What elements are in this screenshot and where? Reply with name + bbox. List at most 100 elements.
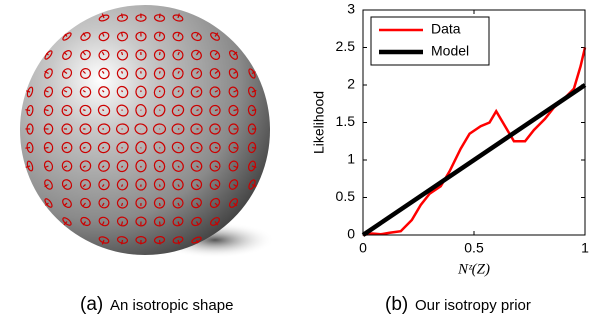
- glyph: [190, 123, 203, 135]
- glyph-stroke: [101, 165, 105, 168]
- glyph: [116, 67, 129, 80]
- glyph-stroke: [233, 109, 238, 112]
- glyph: [115, 123, 130, 135]
- glyph-stroke: [121, 13, 124, 19]
- glyph: [97, 123, 111, 135]
- glyph-stroke: [101, 184, 105, 188]
- glyph: [172, 86, 184, 98]
- glyph-stroke: [196, 165, 199, 168]
- glyph-stroke: [63, 109, 68, 112]
- glyph: [61, 68, 73, 79]
- glyph: [98, 178, 110, 191]
- glyph-stroke: [82, 89, 86, 93]
- glyph: [190, 67, 203, 80]
- caption-label: (b): [385, 294, 408, 315]
- glyph: [153, 159, 166, 173]
- glyph-stroke: [63, 70, 68, 74]
- glyph-stroke: [177, 221, 180, 226]
- glyph-stroke: [177, 13, 180, 19]
- glyph-stroke: [121, 202, 124, 207]
- glyph-stroke: [101, 70, 105, 74]
- glyph-stroke: [158, 165, 161, 168]
- caption-label: (a): [80, 294, 103, 315]
- glyph-stroke: [25, 109, 31, 112]
- glyph-stroke: [177, 70, 180, 74]
- glyph: [98, 197, 110, 209]
- glyph-stroke: [177, 202, 180, 207]
- glyph-stroke: [196, 184, 199, 188]
- glyph-stroke: [251, 183, 257, 188]
- glyph: [116, 85, 129, 99]
- glyph: [228, 123, 239, 135]
- glyph-stroke: [214, 70, 219, 74]
- glyph-stroke: [214, 51, 219, 56]
- glyph: [135, 140, 147, 155]
- glyph-stroke: [214, 221, 219, 226]
- glyph-stroke: [82, 146, 86, 149]
- glyph: [135, 67, 147, 80]
- glyph-stroke: [101, 32, 105, 37]
- x-tick-label: 0.5: [464, 240, 484, 256]
- glyph-stroke: [196, 89, 199, 93]
- chart: 0 0.5 1 1.5 2 2.5 3 0 0.5 1 Nᶻ(Z) Likelihood Data Mod…: [311, 1, 589, 278]
- glyph: [79, 141, 92, 154]
- glyph: [135, 159, 147, 173]
- glyph-stroke: [195, 32, 200, 37]
- glyph: [153, 67, 166, 80]
- glyph: [190, 141, 203, 154]
- glyph-stroke: [121, 184, 124, 187]
- glyph: [135, 31, 147, 42]
- glyph: [135, 178, 147, 191]
- glyph: [153, 85, 166, 99]
- glyph-stroke: [177, 239, 180, 245]
- glyph: [153, 178, 166, 191]
- y-tick-label: 3: [347, 1, 355, 17]
- glyph-stroke: [63, 51, 68, 56]
- glyph: [61, 86, 73, 98]
- glyph-stroke: [177, 51, 180, 56]
- glyph-stroke: [214, 32, 219, 37]
- y-tick-label: 1: [347, 151, 355, 167]
- glyph: [209, 123, 221, 135]
- glyph: [135, 197, 147, 209]
- glyph: [43, 123, 54, 135]
- glyph: [209, 141, 221, 154]
- glyph: [116, 31, 129, 42]
- glyph-stroke: [44, 70, 49, 75]
- glyph-stroke: [63, 165, 68, 168]
- glyph-stroke: [158, 221, 161, 226]
- glyph: [191, 49, 202, 61]
- glyph-stroke: [214, 184, 219, 188]
- glyph-stroke: [82, 51, 86, 56]
- glyph-stroke: [63, 221, 68, 226]
- glyph-stroke: [121, 239, 124, 245]
- glyph-stroke: [214, 109, 218, 112]
- glyph: [209, 179, 221, 190]
- glyph: [153, 216, 166, 227]
- glyph: [79, 123, 92, 135]
- glyph-stroke: [196, 70, 200, 74]
- glyph: [79, 160, 92, 172]
- x-tick-label: 1: [581, 240, 589, 256]
- glyph-stroke: [158, 239, 161, 245]
- glyph: [61, 141, 73, 154]
- glyph-stroke: [158, 32, 161, 37]
- glyph-stroke: [25, 146, 31, 149]
- caption-text: An isotropic shape: [110, 297, 233, 314]
- glyph-stroke: [214, 165, 219, 168]
- glyph: [228, 104, 239, 117]
- glyph: [135, 103, 147, 118]
- glyph: [61, 179, 73, 190]
- glyph: [61, 160, 73, 172]
- caption-text: Our isotropy prior: [415, 297, 531, 314]
- glyph-stroke: [233, 165, 238, 168]
- glyph-stroke: [102, 146, 105, 149]
- glyph: [116, 216, 129, 227]
- glyph-stroke: [233, 51, 238, 56]
- glyph: [80, 197, 91, 209]
- glyph: [171, 141, 185, 154]
- glyph: [153, 141, 166, 154]
- glyph-stroke: [101, 202, 105, 207]
- y-tick-label: 1.5: [336, 113, 356, 129]
